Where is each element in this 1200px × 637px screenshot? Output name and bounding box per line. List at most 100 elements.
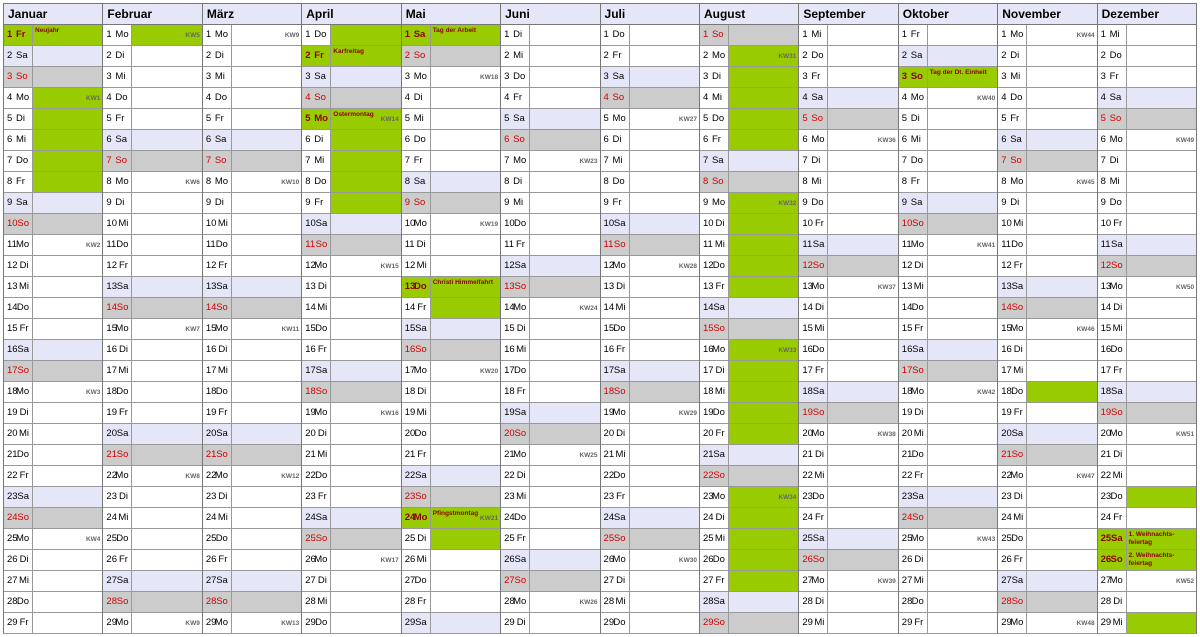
day-cell: 21So — [203, 445, 301, 466]
week-number: KW7 — [185, 320, 199, 339]
day-cell: 4Fr — [501, 88, 599, 109]
day-number: 27So — [501, 571, 530, 591]
day-number: 1So — [700, 25, 729, 45]
day-cell: 16Sa — [4, 340, 102, 361]
day-number: 27Mi — [899, 571, 928, 591]
day-cell: 25Sa1. Weihnachts-feiertag — [1098, 529, 1196, 550]
day-body — [729, 361, 798, 381]
day-body — [828, 67, 897, 87]
day-number: 14Sa — [700, 298, 729, 318]
day-body — [33, 256, 102, 276]
day-number: 22Mi — [1098, 466, 1127, 486]
day-body: KW3 — [33, 382, 102, 402]
day-number: 29Mi — [1098, 613, 1127, 633]
day-number: 12Di — [899, 256, 928, 276]
day-number: 20Mi — [899, 424, 928, 444]
day-body — [232, 109, 301, 129]
day-body — [828, 445, 897, 465]
day-number: 17So — [899, 361, 928, 381]
day-body: KW45 — [1027, 172, 1096, 192]
day-cell: 24Mi — [998, 508, 1096, 529]
day-body: KW9 — [132, 613, 201, 633]
day-body — [1127, 235, 1196, 255]
day-body — [928, 214, 997, 234]
day-number: 26Fr — [998, 550, 1027, 570]
day-cell: 7Di — [799, 151, 897, 172]
day-cell: 23Sa — [4, 487, 102, 508]
day-number: 7Mi — [302, 151, 331, 171]
day-body: KW18 — [431, 67, 500, 87]
day-cell: 3SoTag der Dt. Einheit — [899, 67, 997, 88]
day-cell: 25Mi — [700, 529, 798, 550]
day-body — [331, 466, 400, 486]
day-cell: 18MoKW42 — [899, 382, 997, 403]
day-number: 14Di — [1098, 298, 1127, 318]
day-number: 9Fr — [601, 193, 630, 213]
day-cell: 6Sa — [103, 130, 201, 151]
day-number: 9Mo — [700, 193, 729, 213]
day-body — [232, 508, 301, 528]
day-body — [828, 25, 897, 45]
day-body — [729, 508, 798, 528]
day-body — [232, 571, 301, 591]
day-body — [431, 592, 500, 612]
day-number: 9Do — [1098, 193, 1127, 213]
day-body — [1127, 319, 1196, 339]
day-number: 20So — [501, 424, 530, 444]
day-cell: 29Sa — [402, 613, 500, 634]
day-number: 4Do — [998, 88, 1027, 108]
day-number: 12Di — [4, 256, 33, 276]
day-body — [828, 319, 897, 339]
day-number: 19Mo — [302, 403, 331, 423]
day-body — [928, 256, 997, 276]
day-body — [1027, 340, 1096, 360]
day-cell: 8Fr — [4, 172, 102, 193]
week-number: KW25 — [579, 446, 597, 465]
day-body — [729, 592, 798, 612]
day-body: KW48 — [1027, 613, 1096, 633]
day-number: 10Do — [501, 214, 530, 234]
day-cell: 29MoKW13 — [203, 613, 301, 634]
day-body: KW39 — [828, 571, 897, 591]
day-number: 17Fr — [799, 361, 828, 381]
day-cell: 18Do — [998, 382, 1096, 403]
day-number: 5Fr — [998, 109, 1027, 129]
day-cell: 14Fr — [402, 298, 500, 319]
day-body — [1127, 214, 1196, 234]
month-column: Juli1Do2Fr3Sa4So5MoKW276Di7Mi8Do9Fr10Sa1… — [601, 3, 700, 634]
day-body — [729, 88, 798, 108]
day-number: 3Fr — [1098, 67, 1127, 87]
day-cell: 27Mi — [4, 571, 102, 592]
day-body — [530, 109, 599, 129]
day-number: 13So — [501, 277, 530, 297]
week-number: KW39 — [878, 572, 896, 591]
day-cell: 28So — [103, 592, 201, 613]
day-cell: 4Do — [998, 88, 1096, 109]
day-cell: 28Mi — [601, 592, 699, 613]
day-cell: 22So — [700, 466, 798, 487]
day-body — [828, 529, 897, 549]
day-number: 16Mi — [501, 340, 530, 360]
day-number: 11So — [601, 235, 630, 255]
day-body — [331, 613, 400, 633]
day-cell: 27Do — [402, 571, 500, 592]
day-number: 11Fr — [501, 235, 530, 255]
month-header: März — [203, 3, 301, 25]
day-number: 24Sa — [601, 508, 630, 528]
day-cell: 26So — [799, 550, 897, 571]
day-body — [132, 256, 201, 276]
day-cell: 26Sa — [501, 550, 599, 571]
day-number: 3Di — [700, 67, 729, 87]
day-cell: 12MoKW28 — [601, 256, 699, 277]
day-cell: 19So — [1098, 403, 1196, 424]
day-number: 3Mi — [203, 67, 232, 87]
day-cell: 22MoKW8 — [103, 466, 201, 487]
day-number: 13Mi — [899, 277, 928, 297]
day-cell: 14Di — [1098, 298, 1196, 319]
day-cell: 17So — [4, 361, 102, 382]
day-number: 2Do — [799, 46, 828, 66]
day-cell: 12MoKW15 — [302, 256, 400, 277]
day-cell: 9So — [402, 193, 500, 214]
week-number: KW6 — [185, 173, 199, 192]
day-body — [828, 466, 897, 486]
